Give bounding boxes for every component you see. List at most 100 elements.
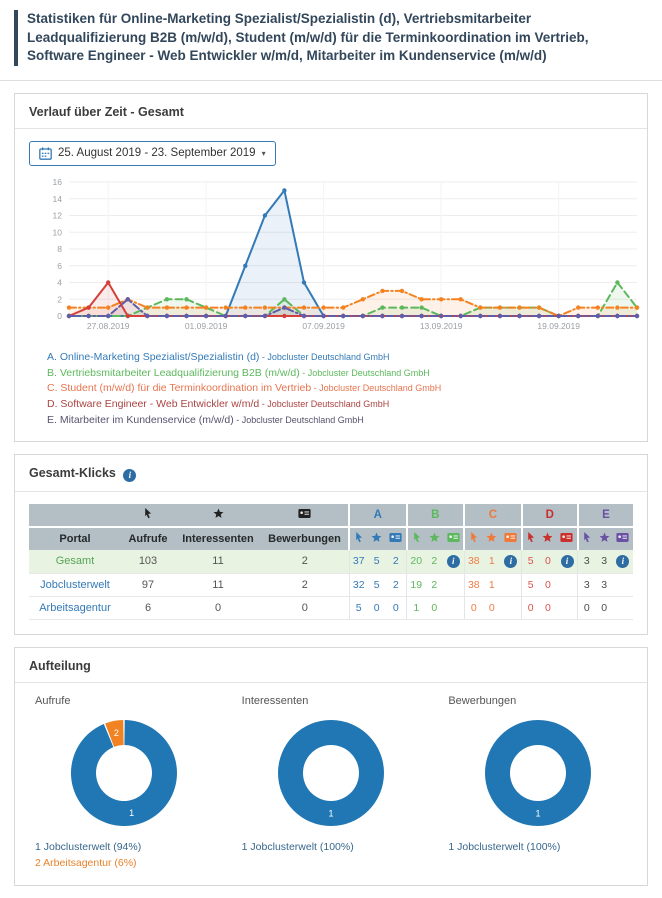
cursor-icon [471, 531, 478, 542]
chart-line-C [68, 289, 638, 317]
svg-text:19.09.2019: 19.09.2019 [537, 321, 580, 331]
metric-value: 103 [121, 549, 175, 574]
job-value[interactable]: i [556, 549, 578, 574]
svg-text:01.09.2019: 01.09.2019 [185, 321, 228, 331]
job-value: 0 [595, 596, 613, 620]
donut-legend-item: 1 Jobclusterwelt (100%) [448, 840, 561, 853]
chart-legend-item: A. Online-Marketing Spezialist/Spezialis… [47, 350, 390, 363]
chart-legend-item: C. Student (m/w/d) für die Terminkoordin… [47, 382, 442, 395]
donut-svg: 1 [484, 719, 591, 826]
job-value: 19 [406, 573, 426, 597]
table-row: Arbeitsagentur 6 0 0 5 0 0 1 0 0 0 0 0 0 0 [29, 596, 633, 620]
job-value: 0 [577, 596, 596, 620]
donut-legend-item: 2 Arbeitsagentur (6%) [35, 856, 137, 869]
job-value: 1 [483, 549, 501, 574]
cursor-icon [356, 531, 363, 542]
svg-text:1: 1 [535, 808, 540, 818]
date-range-button[interactable]: 25. August 2019 - 23. September 2019 ▾ [29, 140, 276, 166]
distribution-panel: Aufteilung Aufrufe 1 2 1 Jobclusterwelt (94… [14, 646, 648, 887]
job-value [556, 573, 578, 597]
chevron-down-icon: ▾ [261, 148, 266, 158]
calendar-icon [39, 147, 52, 160]
portal-link[interactable]: Gesamt [29, 549, 121, 574]
donut-title: Aufrufe [35, 694, 71, 707]
svg-text:12: 12 [53, 210, 63, 220]
job-value: 2 [385, 549, 407, 574]
svg-text:16: 16 [53, 177, 63, 187]
timeline-panel-title: Verlauf über Zeit - Gesamt [15, 94, 647, 129]
job-value: 0 [425, 596, 444, 620]
donut-chart-aufrufe: Aufrufe 1 2 1 Jobclusterwelt (94%) 2 Arbeits… [21, 691, 228, 876]
job-value[interactable]: i [500, 549, 522, 574]
metric-value: 11 [175, 549, 261, 574]
info-icon[interactable]: i [560, 554, 574, 568]
svg-text:07.09.2019: 07.09.2019 [302, 321, 345, 331]
metric-column-header: Bewerbungen [261, 526, 349, 550]
job-value [443, 596, 465, 620]
info-icon[interactable]: i [446, 554, 460, 568]
star-icon [486, 532, 497, 542]
application-icon [389, 532, 402, 542]
application-icon [560, 532, 573, 542]
job-column-E: E [576, 503, 633, 528]
donut-legend-item: 1 Jobclusterwelt (100%) [241, 840, 354, 853]
svg-text:2: 2 [114, 728, 119, 738]
timeline-chart: 0 2 4 6 8 10 12 14 16 27.08.2019 01.09.2019 07.09.2… [53, 177, 640, 331]
job-value: 5 [348, 596, 368, 620]
job-value: 5 [521, 573, 540, 597]
svg-text:27.08.2019: 27.08.2019 [87, 321, 130, 331]
job-value: 0 [483, 596, 501, 620]
table-row: Jobclusterwelt 97 11 2 32 5 2 19 2 38 1 5 0 3 3 [29, 573, 633, 597]
metric-value: 2 [261, 549, 349, 574]
info-icon[interactable]: i [123, 468, 137, 482]
job-value: 2 [385, 573, 407, 597]
job-value [500, 596, 522, 620]
donut-charts: Aufrufe 1 2 1 Jobclusterwelt (94%) 2 Arbeits… [15, 683, 647, 886]
svg-text:1: 1 [328, 808, 333, 818]
svg-text:6: 6 [57, 261, 62, 271]
job-value: 5 [521, 549, 540, 574]
info-icon[interactable]: i [616, 554, 630, 568]
svg-text:0: 0 [57, 311, 62, 321]
page-header: Statistiken für Online-Marketing Spezial… [0, 0, 662, 72]
job-value: 0 [539, 549, 557, 574]
portal-link[interactable]: Arbeitsagentur [29, 596, 121, 620]
portal-link[interactable]: Jobclusterwelt [29, 573, 121, 597]
job-value: 38 [463, 573, 484, 597]
svg-text:14: 14 [53, 194, 63, 204]
cursor-icon [528, 531, 534, 542]
info-icon[interactable]: i [504, 554, 518, 568]
metric-value: 0 [175, 596, 261, 620]
svg-text:13.09.2019: 13.09.2019 [420, 321, 463, 331]
portal-column-header: Portal [29, 526, 121, 550]
donut-legend-item: 1 Jobclusterwelt (94%) [35, 840, 142, 853]
job-value: 0 [463, 596, 484, 620]
job-column-C: C [463, 503, 522, 528]
job-value: 0 [539, 573, 557, 597]
svg-text:4: 4 [57, 277, 62, 287]
application-icon [298, 508, 311, 518]
job-value [443, 573, 465, 597]
job-value: 0 [367, 596, 386, 620]
donut-title: Bewerbungen [448, 694, 517, 707]
metric-column-header: Aufrufe [121, 526, 175, 550]
job-value [500, 573, 522, 597]
job-value[interactable]: i [612, 549, 633, 574]
job-value: 5 [367, 573, 386, 597]
job-value: 3 [595, 549, 613, 574]
cursor-icon [413, 531, 420, 542]
metric-value: 11 [175, 573, 261, 597]
job-value[interactable]: i [443, 549, 465, 574]
job-column-A: A [348, 503, 407, 528]
table-header-label-row: Portal Aufrufe Interessenten Bewerbungen [29, 526, 633, 550]
job-value: 5 [367, 549, 386, 574]
job-value: 32 [348, 573, 368, 597]
job-value: 38 [463, 549, 484, 574]
donut-chart-bewerbungen: Bewerbungen 1 1 Jobclusterwelt (100%) [434, 691, 641, 876]
job-value: 2 [425, 549, 444, 574]
star-icon [543, 532, 553, 542]
chart-line-E [68, 298, 638, 317]
donut-title: Interessenten [241, 694, 309, 707]
job-column-D: D [520, 503, 578, 528]
star-icon [371, 532, 382, 542]
